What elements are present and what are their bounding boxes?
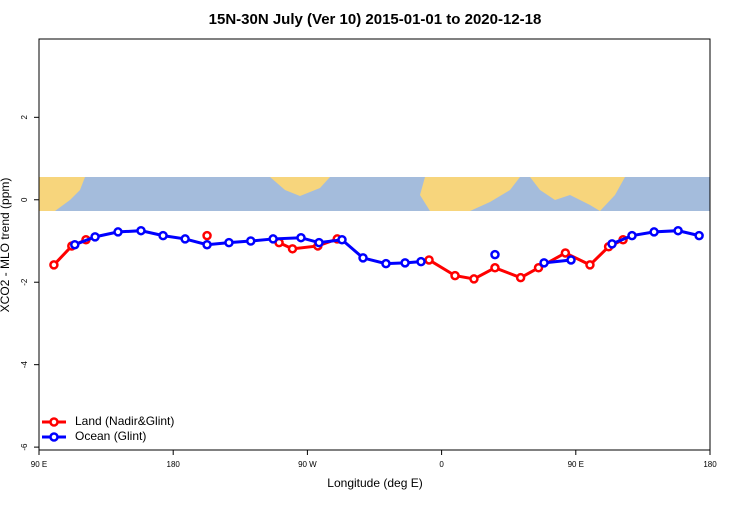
data-point: [314, 237, 324, 248]
y-axis-label: XCO2 - MLO trend (ppm): [0, 178, 12, 313]
data-point: [416, 256, 426, 267]
data-point: [70, 239, 80, 250]
data-point: [113, 227, 123, 237]
data-point: [158, 230, 168, 241]
land: [39, 177, 85, 211]
land: [530, 177, 625, 211]
data-point: [245, 236, 256, 246]
data-point: [180, 234, 190, 244]
data-point: [539, 258, 549, 268]
data-point: [627, 230, 637, 241]
data-point: [49, 260, 59, 270]
legend-label: Ocean (Glint): [75, 429, 146, 443]
x-tick-label: 0: [439, 460, 444, 469]
data-point: [296, 232, 306, 243]
x-tick-label: 90 E: [568, 460, 584, 469]
data-point: [450, 270, 460, 281]
x-tick-label: 180: [703, 460, 717, 469]
x-tick-label: 180: [167, 460, 181, 469]
x-tick-label: 90 E: [31, 460, 47, 469]
y-tick-label: -4: [20, 361, 29, 369]
data-point: [224, 237, 234, 248]
data-point: [694, 230, 704, 241]
data-point: [287, 244, 298, 254]
legend-marker: [49, 432, 59, 442]
plot-frame: [38, 38, 711, 451]
data-point: [136, 225, 146, 236]
data-point: [268, 234, 278, 244]
legend-marker: [49, 417, 59, 427]
data-point: [560, 248, 571, 258]
legend-label: Land (Nadir&Glint): [75, 414, 174, 428]
land: [270, 177, 330, 196]
data-point: [490, 263, 500, 273]
map-band: [39, 177, 710, 211]
data-point: [585, 260, 595, 270]
x-axis-label: Longitude (deg E): [327, 476, 422, 490]
data-point: [424, 255, 434, 265]
data-point: [469, 274, 479, 284]
x-tick-label: 90 W: [298, 460, 317, 469]
data-point: [90, 232, 100, 242]
data-point: [673, 225, 683, 236]
data-point: [566, 255, 576, 265]
y-tick-label: -6: [20, 443, 29, 451]
data-point: [202, 239, 212, 250]
y-tick-label: 2: [20, 115, 29, 120]
data-point: [490, 249, 500, 260]
data-point: [337, 235, 347, 245]
data-point: [381, 258, 391, 269]
data-point: [202, 230, 212, 241]
data-point: [533, 263, 544, 273]
y-tick-label: 0: [20, 197, 29, 202]
data-point: [358, 253, 368, 263]
land: [420, 177, 520, 211]
data-point: [649, 227, 659, 237]
y-tick-label: -2: [20, 278, 29, 286]
data-point: [400, 258, 410, 268]
data-point: [607, 239, 617, 249]
chart-title: 15N-30N July (Ver 10) 2015-01-01 to 2020…: [209, 11, 542, 28]
data-point: [515, 272, 526, 283]
